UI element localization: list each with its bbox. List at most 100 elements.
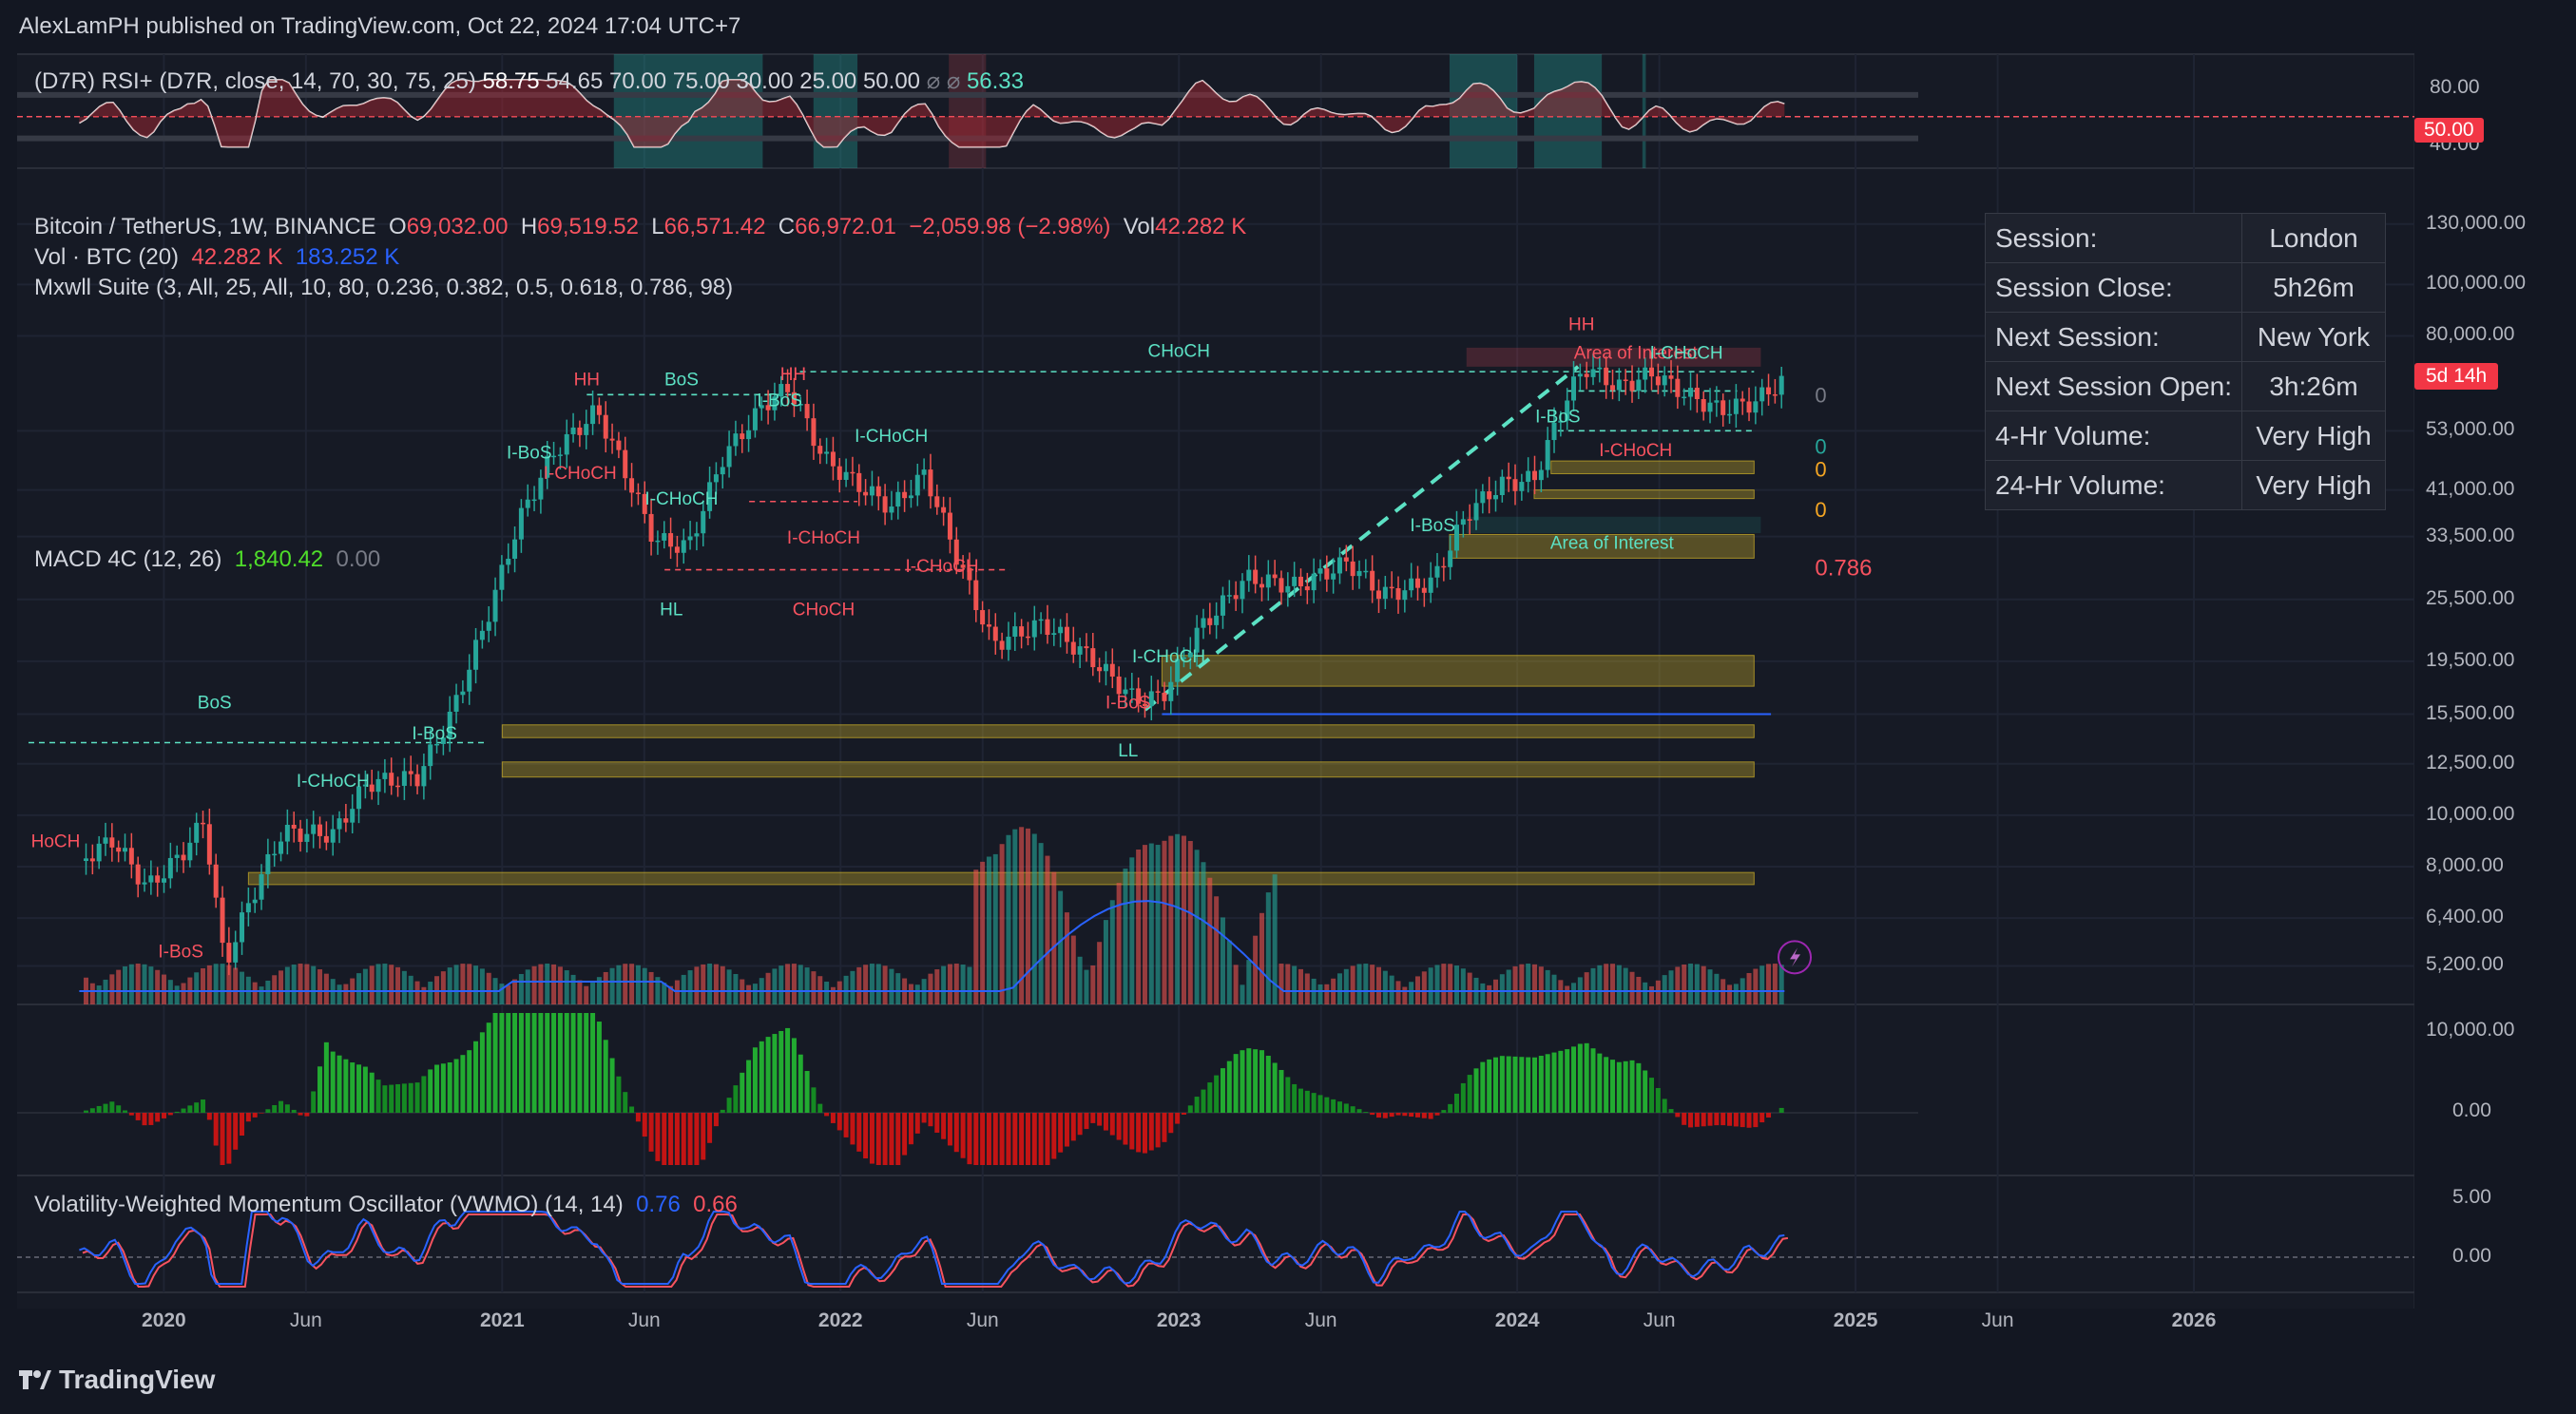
- volume-bar: [856, 966, 862, 1004]
- volume-bar: [648, 971, 654, 1004]
- volume-bar: [506, 984, 511, 1004]
- volume-bar: [1467, 972, 1472, 1004]
- candle-body: [817, 446, 823, 454]
- volume-bar: [1545, 969, 1550, 1004]
- volume-bar: [1778, 965, 1784, 1004]
- candle-body: [655, 540, 661, 543]
- volume-bar: [545, 964, 550, 1004]
- rsi-val-5: 25.00: [799, 68, 857, 94]
- volume-bar: [986, 856, 991, 1004]
- candle-body: [1129, 688, 1135, 690]
- macd-bar: [1746, 1113, 1752, 1128]
- candle-body: [1740, 398, 1745, 402]
- rsi-val-4: 30.00: [736, 68, 794, 94]
- candle-body: [1778, 375, 1784, 395]
- macd-bar: [1721, 1113, 1726, 1126]
- candle-body: [1090, 648, 1096, 668]
- candle-body: [1226, 595, 1232, 597]
- volume-bar: [609, 967, 615, 1004]
- macd-bar: [162, 1113, 167, 1118]
- tradingview-logo[interactable]: TradingView: [19, 1365, 215, 1395]
- macd-bar: [603, 1040, 608, 1113]
- hoch-label: HoCH: [31, 832, 81, 852]
- macd-bar: [343, 1059, 349, 1113]
- macd-bar: [1473, 1068, 1479, 1113]
- volume-bar: [479, 968, 485, 1004]
- volume-bar: [213, 964, 219, 1004]
- candle-body: [1019, 626, 1025, 637]
- volume-bar: [1246, 960, 1252, 1004]
- candle-body: [1097, 667, 1103, 672]
- volume-bar: [1610, 964, 1616, 1004]
- macd-bar: [148, 1113, 154, 1125]
- candle-body: [973, 580, 979, 611]
- macd-bar: [1604, 1057, 1609, 1113]
- x-tick-label: 2021: [479, 1309, 525, 1331]
- candle-body: [382, 773, 388, 779]
- vwmo-signal-line: [82, 1213, 1789, 1288]
- volume-bar: [1298, 968, 1303, 1004]
- fib-2-label: 0: [1815, 457, 1826, 481]
- macd-bar: [609, 1058, 615, 1113]
- volume-bar: [668, 985, 674, 1004]
- candle-body: [1649, 367, 1655, 377]
- macd-bar: [1714, 1113, 1720, 1126]
- candle-body: [116, 847, 122, 852]
- volume-bar: [752, 984, 758, 1004]
- volume-bar: [486, 972, 491, 1004]
- candle-body: [1142, 703, 1147, 707]
- volume-bar: [707, 964, 713, 1004]
- macd-bar: [479, 1032, 485, 1113]
- candle-body: [1240, 581, 1245, 600]
- candle-body: [1571, 376, 1577, 401]
- macd-bar: [836, 1113, 842, 1131]
- volume-bar: [564, 970, 569, 1004]
- macd-bar: [1395, 1113, 1401, 1116]
- macd-bar: [973, 1113, 979, 1165]
- volume-bar: [1421, 971, 1427, 1004]
- candle-body: [1493, 495, 1499, 500]
- c-label: C: [778, 214, 796, 239]
- candle-body: [518, 507, 524, 540]
- volume-bar: [1532, 964, 1538, 1004]
- rsi-fill: [79, 79, 1785, 147]
- macd-bar: [1162, 1113, 1167, 1142]
- volume-bar: [1675, 966, 1681, 1004]
- macd-bar: [1610, 1060, 1616, 1113]
- macd-bar: [629, 1106, 635, 1113]
- volume-bar: [863, 965, 869, 1004]
- candle-body: [1714, 400, 1720, 403]
- volume-bar: [1662, 975, 1667, 1004]
- candle-body: [1077, 646, 1083, 655]
- symbol-name[interactable]: Bitcoin / TetherUS, 1W, BINANCE: [34, 214, 376, 239]
- candle-body: [1668, 375, 1674, 379]
- volume-bar: [1409, 982, 1414, 1004]
- candle-body: [1421, 587, 1427, 593]
- candle-body: [1499, 476, 1505, 496]
- candle-body: [492, 589, 498, 622]
- volume-bar: [1045, 855, 1050, 1004]
- rsi-zone-3: [1449, 54, 1518, 168]
- volume-bar: [279, 970, 284, 1004]
- volume-bar: [109, 974, 115, 1004]
- macd-bar: [304, 1113, 310, 1117]
- candle-body: [914, 474, 920, 496]
- choch-label-mid: CHoCH: [793, 601, 855, 621]
- candle-body: [395, 785, 401, 788]
- volume-bar: [389, 965, 394, 1004]
- ibos-label-c: I-BoS: [1105, 693, 1151, 713]
- volume-bar: [298, 964, 303, 1004]
- candle-body: [389, 773, 394, 786]
- candle-body: [486, 621, 491, 631]
- volume-bar: [1616, 965, 1622, 1004]
- macd-bar: [648, 1113, 654, 1152]
- volume-bar: [1292, 965, 1298, 1004]
- candle-body: [551, 455, 557, 458]
- volume-bar: [1051, 871, 1057, 1004]
- macd-bar: [681, 1113, 686, 1165]
- vol4-key: 4-Hr Volume:: [1984, 411, 2243, 461]
- macd-bar: [1694, 1113, 1700, 1127]
- symbol-legend: Bitcoin / TetherUS, 1W, BINANCE O69,032.…: [34, 214, 1246, 240]
- macd-bar: [142, 1113, 147, 1126]
